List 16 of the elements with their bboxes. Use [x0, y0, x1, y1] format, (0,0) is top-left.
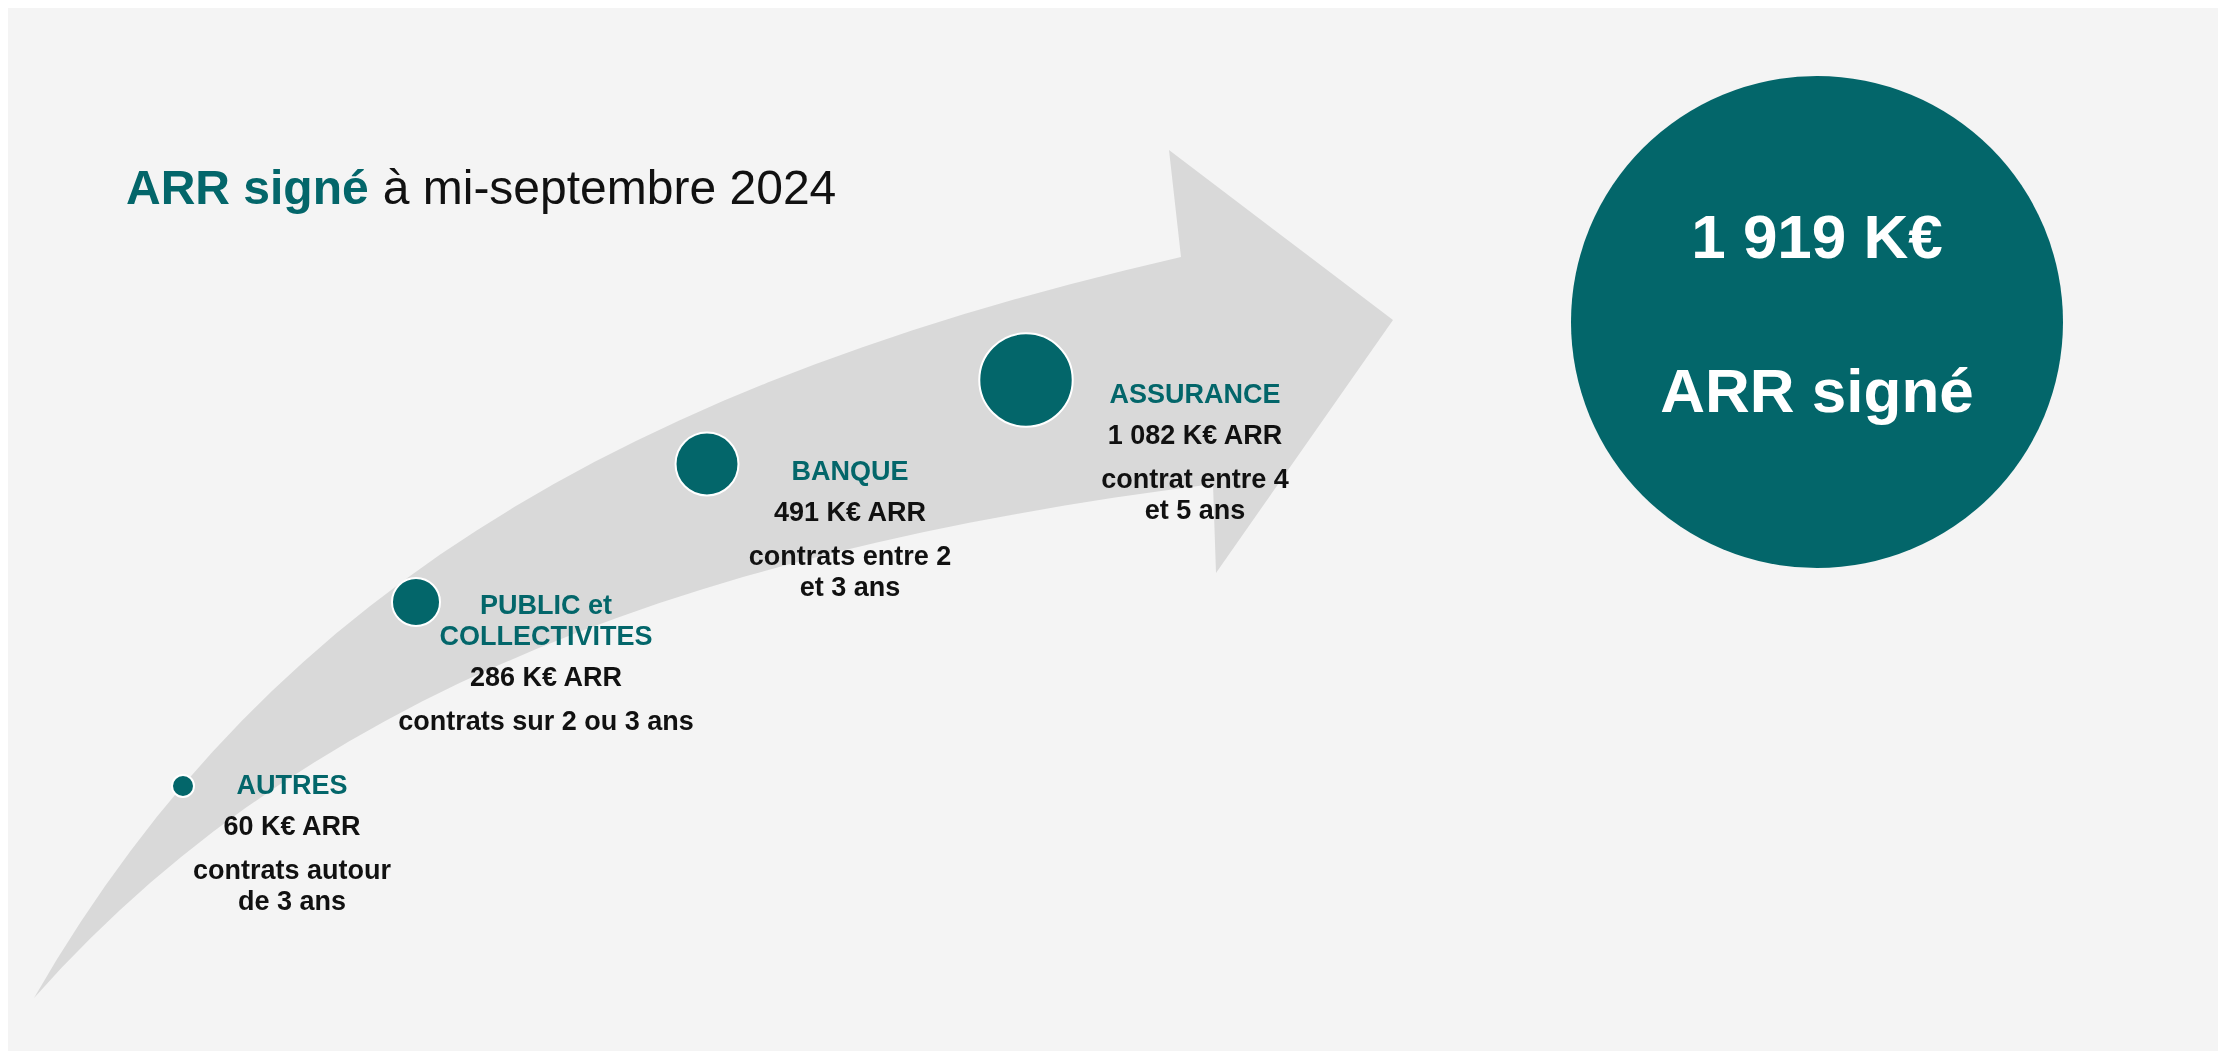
data-label: 1 082 K€ ARR	[1107, 420, 1283, 450]
data-label: 286 K€ ARR	[469, 662, 623, 693]
data-label: 491 K€ ARR	[773, 497, 927, 527]
category-label: ASSURANCE	[1109, 379, 1281, 409]
data-label: 60 K€ ARR	[223, 811, 361, 841]
text: ARR signé	[126, 161, 369, 214]
text: contrat entre 4 et 5 ans	[1101, 464, 1289, 526]
category-label: AUTRES	[236, 770, 348, 800]
category-label: PUBLIC et COLLECTIVITES	[439, 590, 653, 652]
text: 1 919 K€	[1691, 202, 1943, 271]
text: ARR signé	[1660, 356, 1974, 425]
category-label: BANQUE	[791, 456, 909, 486]
text: contrats sur 2 ou 3 ans	[398, 706, 694, 737]
text: contrats entre 2 et 3 ans	[748, 541, 952, 603]
text: à mi-septembre 2024	[382, 161, 837, 214]
text: contrats autour de 3 ans	[192, 855, 392, 917]
